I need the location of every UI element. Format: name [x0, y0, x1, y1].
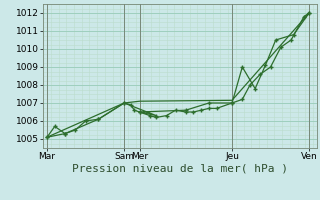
X-axis label: Pression niveau de la mer( hPa ): Pression niveau de la mer( hPa ) [72, 164, 288, 174]
